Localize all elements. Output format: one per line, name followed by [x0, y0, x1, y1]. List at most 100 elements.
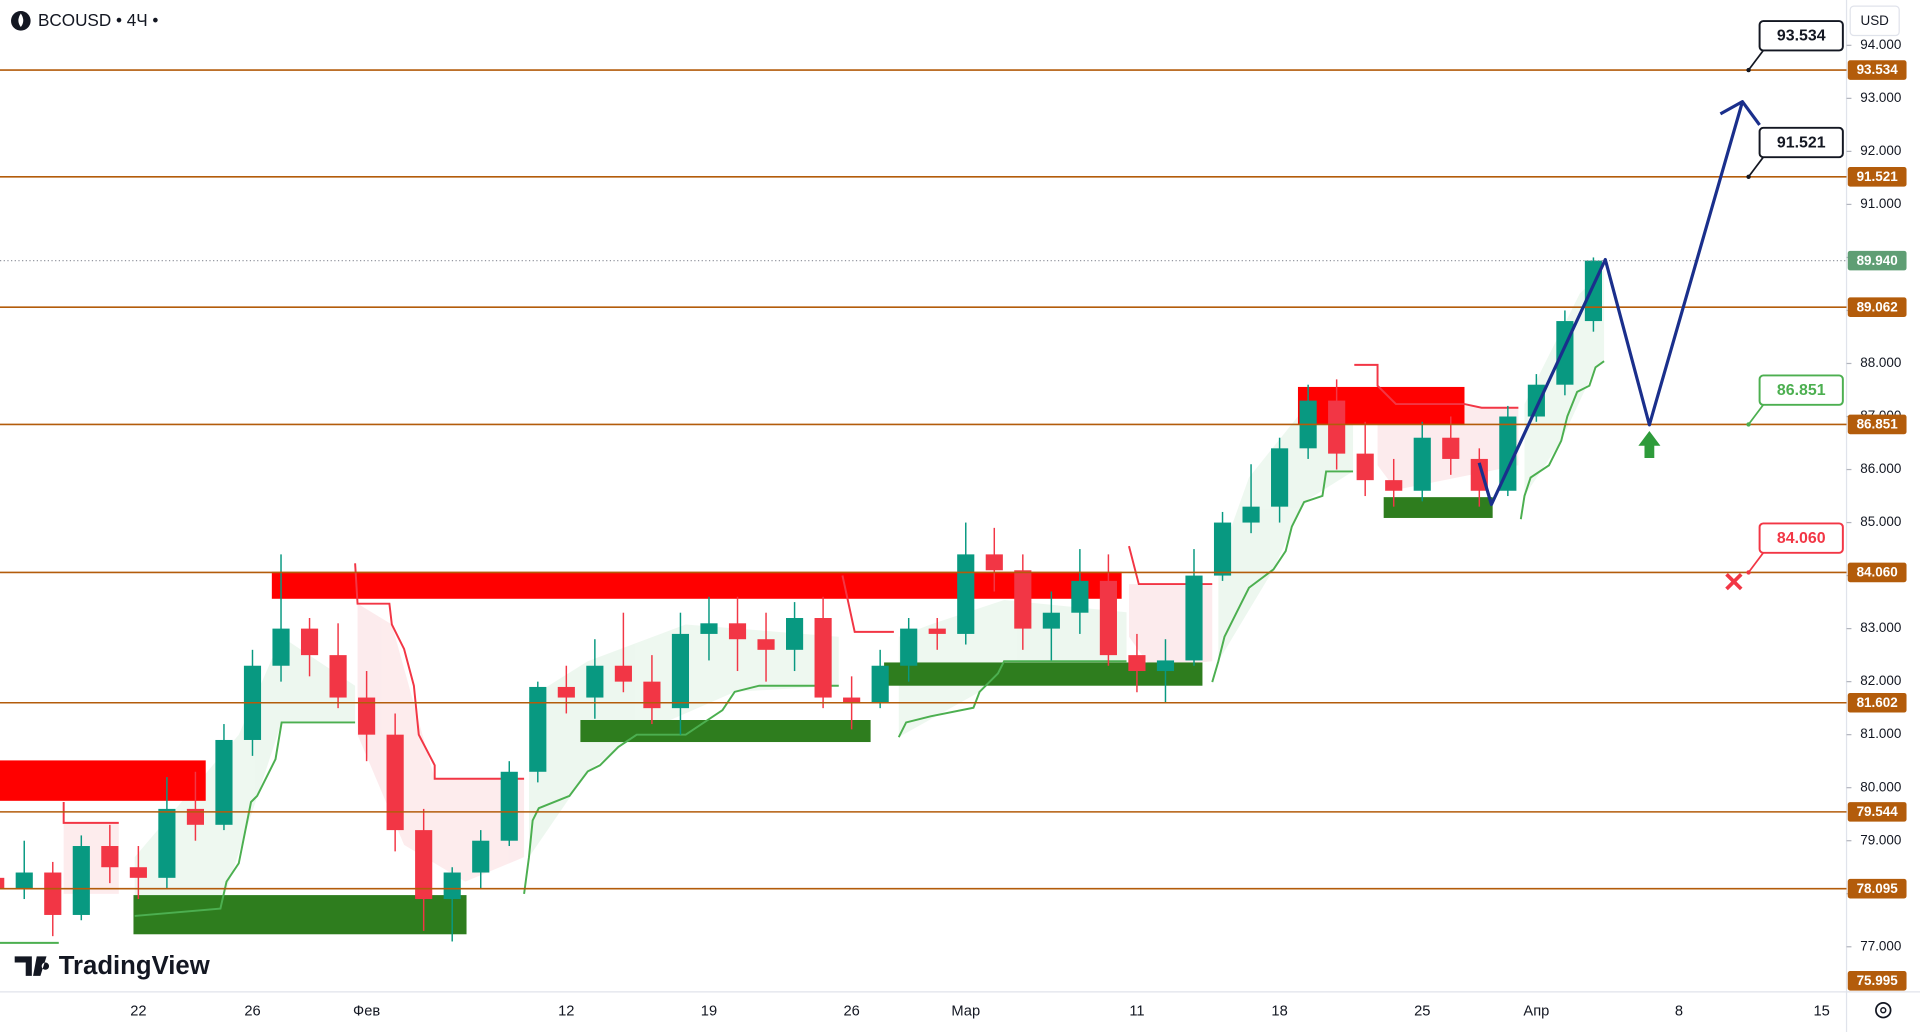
candle-body: [1185, 575, 1203, 661]
callout-dot: [1746, 174, 1751, 179]
candle-body: [1499, 416, 1517, 491]
callout-label: 91.521: [1777, 134, 1826, 151]
level-badge-label: 86.851: [1857, 417, 1899, 432]
currency[interactable]: USD: [1860, 13, 1889, 28]
level-badge: [1847, 971, 1907, 991]
y-tick-label: 86.000: [1860, 461, 1901, 476]
candle-body: [1356, 453, 1374, 481]
candle-body: [1328, 400, 1346, 454]
y-tick-label: 77.000: [1860, 938, 1901, 953]
level-badge: [1847, 414, 1907, 435]
level-badge-label: 81.602: [1857, 695, 1898, 710]
candle-body: [557, 686, 575, 698]
supply-zone: [271, 571, 1122, 599]
candle-body: [1213, 522, 1232, 576]
watermark-text: TradingView: [59, 952, 211, 980]
resistance-step: [62, 802, 119, 824]
callout-dot: [1746, 67, 1751, 73]
candle-body: [386, 734, 404, 831]
candle-body: [44, 872, 62, 915]
candle-body: [15, 872, 33, 889]
level-badge-label: 91.521: [1857, 169, 1899, 184]
candle-body: [215, 739, 233, 825]
candle-body: [158, 808, 176, 878]
x-tick-label: 22: [130, 1003, 146, 1019]
level-badge: [1847, 166, 1907, 187]
candle-body: [500, 771, 518, 841]
level-badge-label: 84.060: [1857, 565, 1898, 580]
fill-zone: [1218, 416, 1354, 662]
callout-dot: [1746, 422, 1751, 427]
demand-zone: [1383, 497, 1493, 518]
y-tick-label: 79.000: [1860, 832, 1901, 847]
candle-body: [358, 697, 376, 735]
demand-zone: [133, 895, 467, 935]
supply-zone: [0, 760, 206, 801]
demand-zone: [884, 662, 1203, 686]
callout-pointer: [1747, 552, 1764, 573]
watermark-logo: [14, 956, 50, 976]
callout-box: [1758, 522, 1844, 554]
settings-icon[interactable]: [1875, 1002, 1892, 1019]
last-price-badge: [1847, 250, 1907, 271]
y-tick-label: 85.000: [1860, 514, 1901, 529]
level-badge: [1847, 562, 1907, 583]
candle-body: [1014, 570, 1032, 629]
x-tick-label: 11: [1129, 1003, 1144, 1019]
y-tick-label: 93.000: [1860, 90, 1901, 105]
candle-body: [1527, 384, 1545, 417]
candle-body: [443, 872, 461, 900]
level-badge-label: 75.995: [1857, 973, 1899, 988]
candle-body: [1128, 655, 1146, 672]
candle-body: [1071, 580, 1089, 613]
callout-box: [1758, 126, 1844, 159]
cross-stroke: [1725, 572, 1743, 591]
x-tick-label: 8: [1675, 1003, 1683, 1019]
currency-box[interactable]: [1849, 5, 1900, 37]
candle-body: [985, 554, 1003, 571]
level-badge-label: 93.534: [1857, 62, 1899, 77]
level-badge-label: 78.095: [1857, 881, 1899, 896]
y-tick-label: 92.000: [1860, 143, 1901, 158]
y-tick-label: 88.000: [1860, 355, 1901, 370]
candle-body: [643, 681, 661, 709]
candle-body: [272, 628, 290, 666]
y-tick-label: 82.000: [1860, 673, 1901, 688]
levels: [0, 69, 1847, 890]
trend-steps: [0, 360, 1605, 944]
symbol-title[interactable]: BCOUSD • 4Ч •: [38, 10, 158, 30]
candle-body: [1242, 506, 1260, 523]
symbol-icon-drop: [18, 13, 24, 27]
demand-zone: [580, 720, 871, 743]
candle-body: [1413, 437, 1431, 491]
level-badge-label: 79.544: [1857, 804, 1899, 819]
support-step: [134, 721, 356, 917]
x-tick-label: 26: [244, 1003, 260, 1019]
y-tick-label: 94.000: [1860, 37, 1901, 52]
candle-body: [928, 628, 946, 634]
buy-arrow: [1638, 431, 1661, 458]
candle-body: [186, 808, 204, 825]
projection-path: [1477, 101, 1744, 507]
settings-icon-center: [1880, 1007, 1887, 1014]
y-tick-label: 91.000: [1860, 196, 1901, 211]
x-tick-label: 15: [1814, 1003, 1830, 1019]
x-tick-label: 18: [1271, 1003, 1287, 1019]
candle-body: [814, 618, 832, 698]
stop-cross: [1725, 572, 1743, 591]
callout-box: [1758, 20, 1844, 52]
candle-body: [900, 628, 918, 666]
x-tick-label: 26: [843, 1003, 859, 1019]
x-tick-label: 25: [1414, 1003, 1430, 1019]
candle-body: [700, 623, 718, 634]
candle-body: [1442, 437, 1460, 459]
candle-body: [1042, 612, 1060, 629]
callout-label: 84.060: [1777, 530, 1826, 547]
candle-body: [529, 686, 547, 772]
candle-body: [957, 554, 975, 634]
x-tick-label: Апр: [1523, 1003, 1549, 1019]
support-step: [523, 684, 839, 895]
callout-dot: [1746, 570, 1751, 575]
